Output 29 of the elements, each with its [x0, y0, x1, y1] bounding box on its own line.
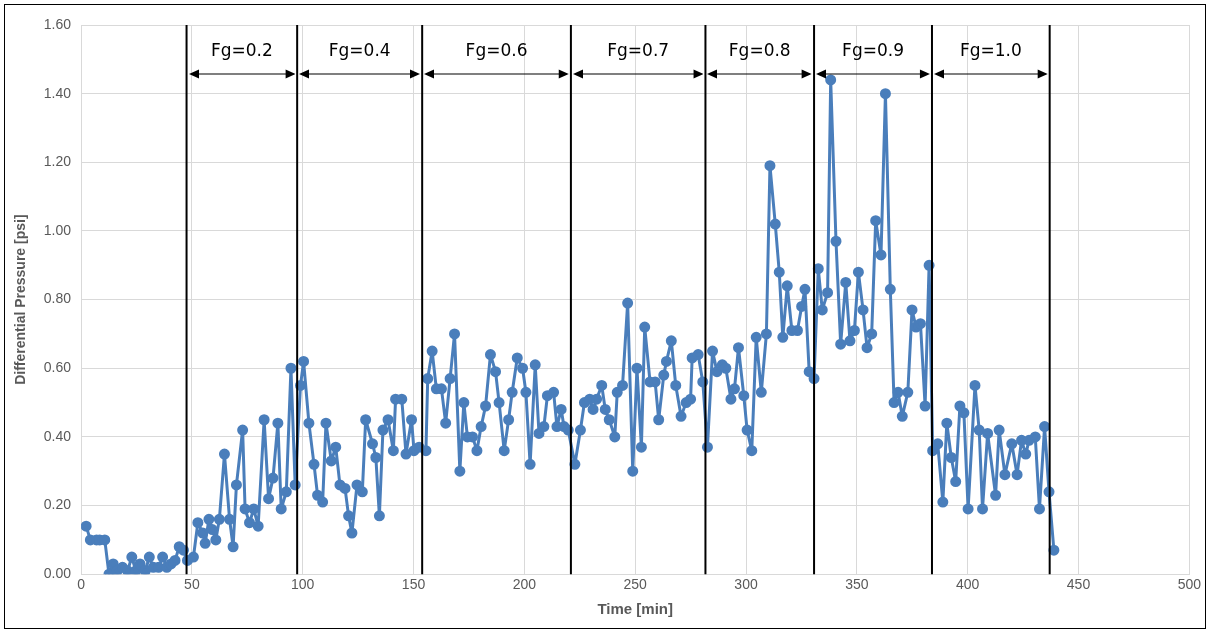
- x-tick-label: 150: [401, 576, 426, 593]
- y-tick-label: 1.00: [43, 221, 72, 238]
- y-tick-label: 0.20: [43, 496, 72, 513]
- annotation: Fg=0.2: [210, 40, 273, 61]
- y-tick-label: 1.60: [43, 15, 72, 32]
- y-tick-label: 0.00: [43, 565, 72, 582]
- annotation: Fg=0.6: [465, 40, 528, 61]
- annotation: Fg=1.0: [959, 40, 1022, 61]
- annotation: Fg=0.9: [842, 40, 904, 61]
- x-tick-label: 250: [623, 576, 648, 593]
- annotation: Fg=0.8: [728, 40, 791, 61]
- annotation: Fg=0.4: [328, 40, 391, 61]
- x-tick-label: 350: [845, 576, 869, 593]
- x-axis-title: Time [min]: [597, 600, 673, 618]
- x-tick-label: 500: [1177, 576, 1202, 593]
- x-tick-label: 450: [1066, 576, 1091, 593]
- y-tick-label: 1.40: [43, 84, 72, 101]
- x-tick-label: 100: [291, 576, 315, 593]
- x-tick-label: 300: [734, 576, 758, 593]
- x-tick-label: 200: [512, 576, 537, 593]
- x-tick-label: 50: [184, 576, 200, 593]
- x-tick-label: 0: [77, 576, 86, 593]
- y-tick-label: 0.80: [43, 290, 72, 307]
- y-tick-label: 0.60: [43, 359, 72, 376]
- y-axis-title: Differential Pressure [psi]: [12, 214, 29, 385]
- y-tick-label: 1.20: [43, 153, 72, 170]
- y-tick-label: 0.40: [43, 427, 72, 444]
- annotation: Fg=0.7: [607, 40, 670, 61]
- x-tick-label: 400: [955, 576, 980, 593]
